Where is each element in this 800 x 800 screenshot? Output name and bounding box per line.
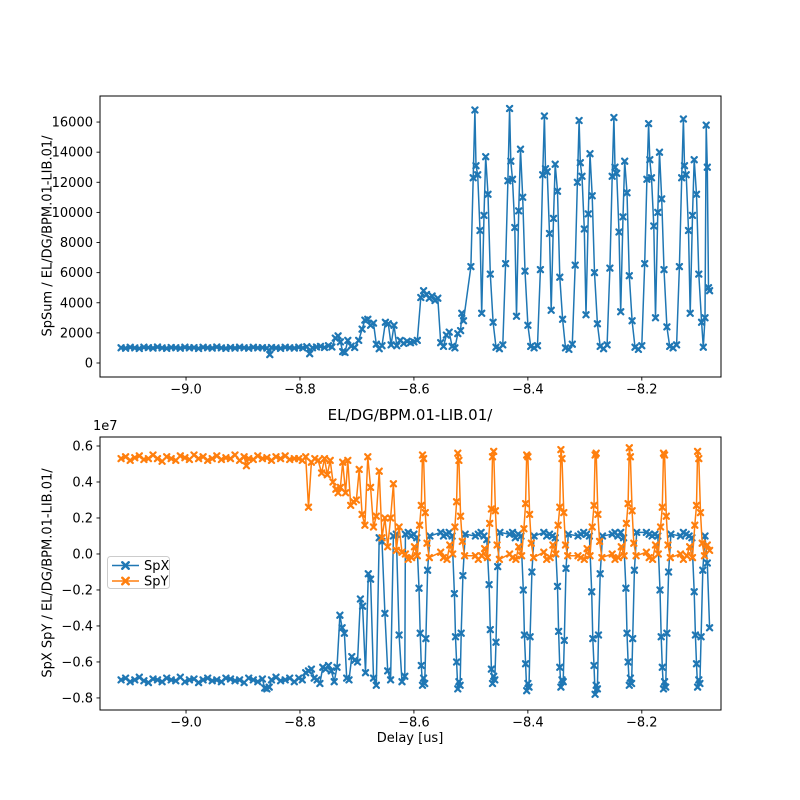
y-tick-label: 8000	[60, 236, 93, 251]
legend-marker-icon	[121, 561, 130, 570]
y-tick-label: 0.4	[72, 475, 93, 490]
y-tick-label: 14000	[52, 146, 93, 161]
legend-marker-icon	[121, 576, 130, 586]
spy-markers	[117, 444, 714, 564]
x-tick-label: −8.6	[398, 383, 430, 398]
y-tick-label: 2000	[60, 326, 93, 341]
y-tick-label: 0	[85, 356, 93, 371]
x-tick-label: −8.8	[284, 716, 316, 731]
bottom-chart-title: EL/DG/BPM.01-LIB.01/	[327, 406, 493, 424]
x-tick-label: −8.4	[512, 716, 544, 731]
spsum-line	[121, 107, 711, 356]
x-axis-label: Delay [us]	[376, 731, 444, 746]
y-axis-offset-text: 1e7	[93, 419, 118, 434]
y-tick-label: 10000	[52, 206, 93, 221]
y-tick-label: −0.4	[61, 619, 93, 634]
y-tick-label: −0.6	[61, 655, 93, 670]
top-axes: −9.0 −8.8 −8.6 −8.4 −8.2 0 2000 4000 6000 8000 100…	[52, 95, 722, 398]
y-tick-label: −0.8	[61, 691, 93, 706]
spsum-markers	[117, 104, 714, 359]
y-tick-label: 0.6	[72, 439, 93, 454]
x-tick-label: −9.0	[170, 716, 202, 731]
x-tick-label: −8.2	[626, 716, 658, 731]
x-tick-label: −8.2	[626, 383, 658, 398]
y-tick-label: 0.0	[72, 547, 93, 562]
y-tick-label: 4000	[60, 296, 93, 311]
x-tick-label: −9.0	[170, 383, 202, 398]
x-tick-label: −8.4	[512, 383, 544, 398]
y-tick-label: −0.2	[61, 583, 93, 598]
top-y-axis-label: SpSum / EL/DG/BPM.01-LIB.01/	[40, 135, 56, 337]
axes-border	[99, 95, 722, 378]
bottom-y-axis-label: SpX SpY / EL/DG/BPM.01-LIB.01/	[40, 468, 56, 678]
x-tick-label: −8.8	[284, 383, 316, 398]
bottom-axes: −9.0 −8.8 −8.6 −8.4 −8.2 −0.8 −0.6 −0.4 −0.2 0.0 0…	[61, 436, 722, 731]
y-tick-label: 12000	[52, 176, 93, 191]
legend-label: SpY	[144, 575, 169, 590]
y-tick-label: 16000	[52, 116, 93, 131]
spx-markers	[117, 528, 714, 698]
legend-label: SpX	[144, 559, 170, 574]
y-tick-label: 6000	[60, 266, 93, 281]
x-tick-label: −8.6	[398, 716, 430, 731]
y-tick-label: 0.2	[72, 511, 93, 526]
spy-line	[120, 447, 711, 561]
axes-border	[99, 436, 722, 711]
